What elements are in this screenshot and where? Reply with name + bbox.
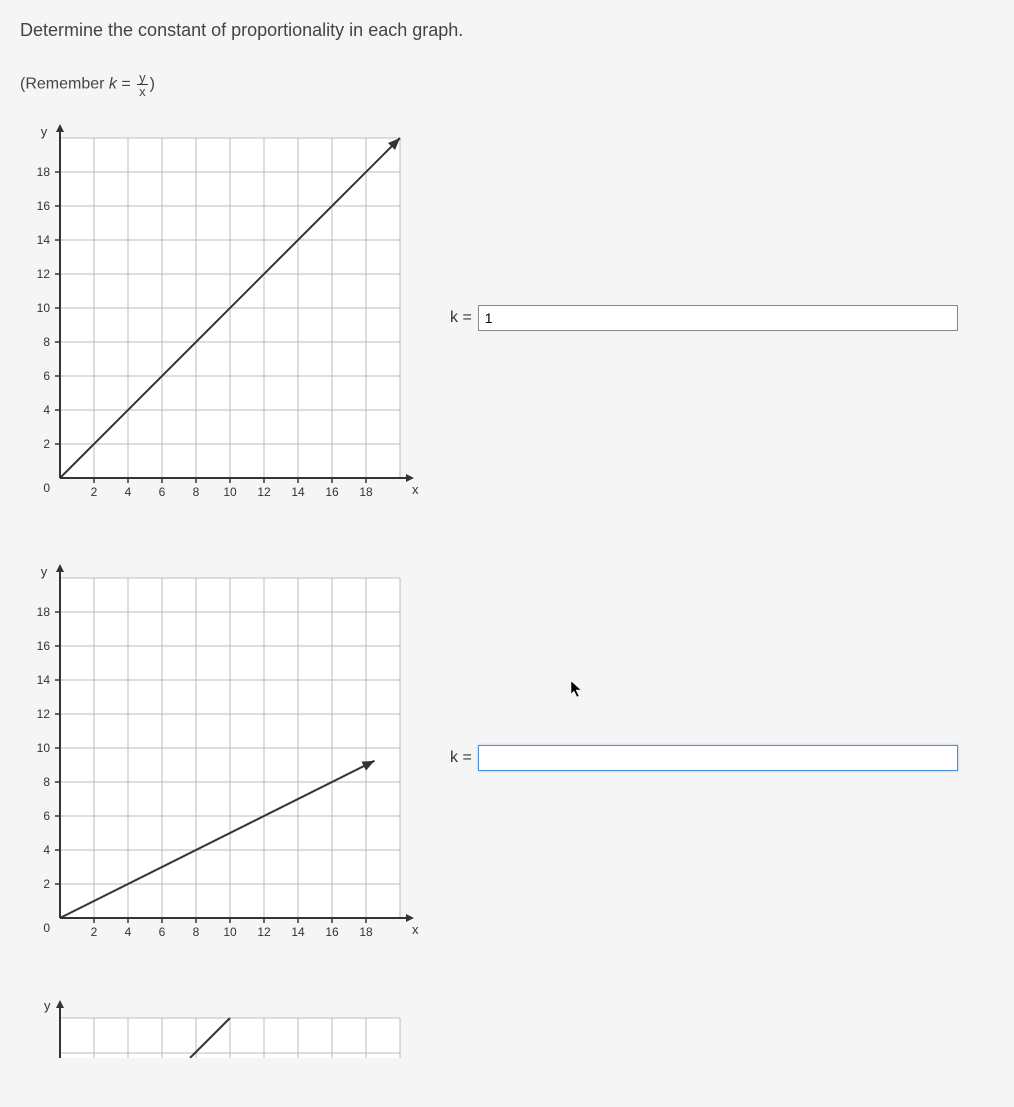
question-text: Determine the constant of proportionalit…	[20, 20, 994, 41]
svg-text:16: 16	[37, 639, 51, 653]
hint-suffix: )	[150, 76, 155, 93]
svg-text:16: 16	[325, 485, 339, 499]
svg-text:18: 18	[359, 485, 373, 499]
svg-text:12: 12	[37, 707, 51, 721]
svg-text:2: 2	[43, 877, 50, 891]
answer-group-1: k =	[450, 305, 994, 331]
svg-text:2: 2	[43, 437, 50, 451]
graph-2: 2 4 6 8 10 12 14 16 18 2 4 6 8 10 12 14 16 18 0 y x	[20, 558, 420, 958]
svg-text:14: 14	[37, 673, 51, 687]
svg-text:y: y	[41, 124, 48, 139]
svg-text:6: 6	[43, 369, 50, 383]
mouse-cursor-icon	[570, 680, 586, 700]
graph-3-partial: y	[20, 998, 420, 1058]
svg-text:4: 4	[43, 843, 50, 857]
graph-1: 2 4 6 8 10 12 14 16 18 2 4 6 8 10 12 14 16 18 0 y x	[20, 118, 420, 518]
svg-text:12: 12	[257, 925, 271, 939]
svg-text:16: 16	[325, 925, 339, 939]
svg-text:0: 0	[43, 481, 50, 495]
svg-text:18: 18	[37, 165, 51, 179]
problem-row-2: 2 4 6 8 10 12 14 16 18 2 4 6 8 10 12 14 16 18 0 y x k =	[20, 558, 994, 958]
svg-text:6: 6	[159, 485, 166, 499]
svg-text:6: 6	[159, 925, 166, 939]
svg-text:0: 0	[43, 921, 50, 935]
svg-text:14: 14	[37, 233, 51, 247]
k-label-1: k =	[450, 309, 472, 327]
svg-text:6: 6	[43, 809, 50, 823]
answer-input-1[interactable]	[478, 305, 958, 331]
svg-text:14: 14	[291, 485, 305, 499]
svg-text:4: 4	[125, 485, 132, 499]
svg-text:12: 12	[37, 267, 51, 281]
hint-denominator: x	[137, 85, 148, 98]
answer-group-2: k =	[450, 745, 994, 771]
svg-text:x: x	[412, 922, 419, 937]
svg-text:18: 18	[359, 925, 373, 939]
svg-text:8: 8	[43, 335, 50, 349]
svg-text:14: 14	[291, 925, 305, 939]
svg-text:12: 12	[257, 485, 271, 499]
svg-text:8: 8	[193, 485, 200, 499]
svg-text:2: 2	[91, 925, 98, 939]
svg-text:10: 10	[37, 301, 51, 315]
svg-text:8: 8	[193, 925, 200, 939]
svg-text:10: 10	[223, 485, 237, 499]
problem-row-1: 2 4 6 8 10 12 14 16 18 2 4 6 8 10 12 14 16 18 0 y x k =	[20, 118, 994, 518]
answer-input-2[interactable]	[478, 745, 958, 771]
svg-text:16: 16	[37, 199, 51, 213]
svg-text:18: 18	[37, 605, 51, 619]
svg-text:4: 4	[125, 925, 132, 939]
hint-prefix: (Remember	[20, 76, 109, 93]
hint-numerator: y	[137, 71, 148, 85]
svg-text:y: y	[41, 564, 48, 579]
hint-var: k	[109, 76, 117, 93]
svg-text:10: 10	[37, 741, 51, 755]
svg-text:x: x	[412, 482, 419, 497]
hint-text: (Remember k = yx)	[20, 71, 994, 98]
svg-text:8: 8	[43, 775, 50, 789]
svg-text:2: 2	[91, 485, 98, 499]
svg-text:10: 10	[223, 925, 237, 939]
svg-text:4: 4	[43, 403, 50, 417]
svg-text:y: y	[44, 998, 51, 1013]
hint-eq: =	[117, 76, 135, 93]
hint-fraction: yx	[137, 71, 148, 98]
k-label-2: k =	[450, 749, 472, 767]
